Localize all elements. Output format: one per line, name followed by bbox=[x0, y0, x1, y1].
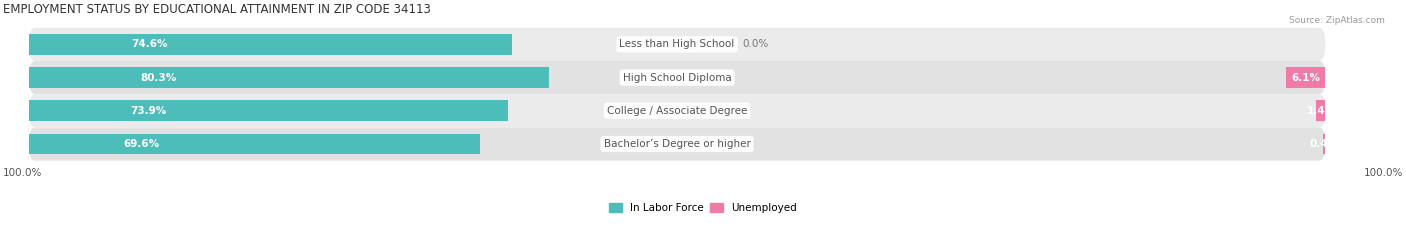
Text: 0.0%: 0.0% bbox=[742, 39, 768, 49]
Text: 6.1%: 6.1% bbox=[1291, 72, 1320, 82]
Text: 74.6%: 74.6% bbox=[131, 39, 167, 49]
Bar bbox=[28, 67, 550, 88]
Legend: In Labor Force, Unemployed: In Labor Force, Unemployed bbox=[605, 199, 801, 218]
Bar bbox=[28, 34, 512, 55]
Text: Less than High School: Less than High School bbox=[620, 39, 735, 49]
Bar bbox=[28, 134, 479, 154]
Text: 100.0%: 100.0% bbox=[3, 168, 42, 178]
FancyBboxPatch shape bbox=[28, 61, 1326, 94]
Text: 100.0%: 100.0% bbox=[1364, 168, 1403, 178]
Text: 80.3%: 80.3% bbox=[141, 72, 177, 82]
Text: 69.6%: 69.6% bbox=[124, 139, 160, 149]
Text: Source: ZipAtlas.com: Source: ZipAtlas.com bbox=[1289, 16, 1385, 25]
Text: 73.9%: 73.9% bbox=[131, 106, 167, 116]
FancyBboxPatch shape bbox=[28, 127, 1326, 161]
Text: Bachelor’s Degree or higher: Bachelor’s Degree or higher bbox=[603, 139, 751, 149]
Text: College / Associate Degree: College / Associate Degree bbox=[607, 106, 747, 116]
Bar bbox=[1323, 134, 1326, 154]
Text: 1.4%: 1.4% bbox=[1306, 106, 1336, 116]
Bar bbox=[1316, 100, 1326, 121]
FancyBboxPatch shape bbox=[28, 28, 1326, 61]
Text: 0.4%: 0.4% bbox=[1309, 139, 1339, 149]
Text: High School Diploma: High School Diploma bbox=[623, 72, 731, 82]
FancyBboxPatch shape bbox=[28, 94, 1326, 127]
Bar bbox=[28, 100, 508, 121]
Bar bbox=[1286, 67, 1326, 88]
Text: EMPLOYMENT STATUS BY EDUCATIONAL ATTAINMENT IN ZIP CODE 34113: EMPLOYMENT STATUS BY EDUCATIONAL ATTAINM… bbox=[3, 3, 430, 16]
